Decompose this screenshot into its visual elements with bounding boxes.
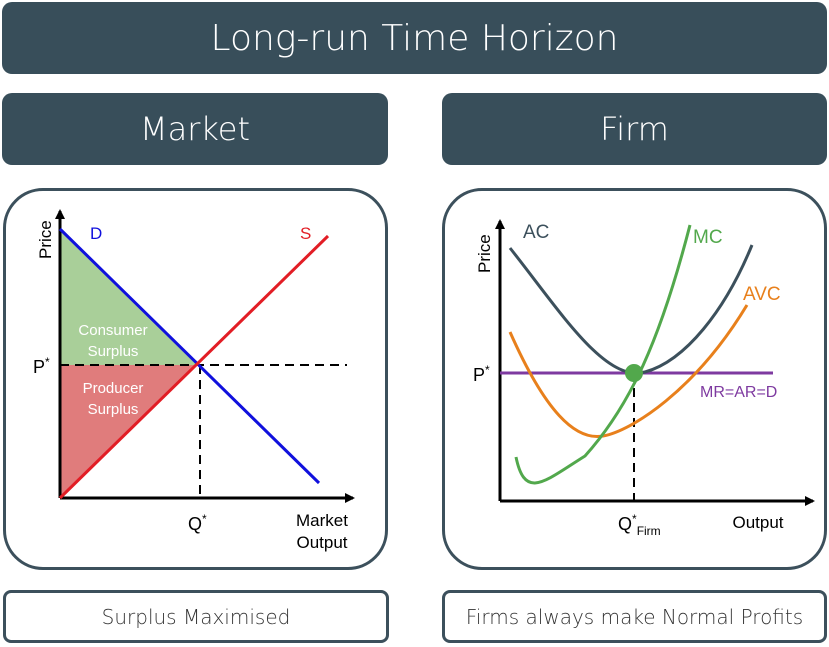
mc-curve (514, 224, 692, 485)
firm-equilibrium-point (625, 364, 643, 382)
firm-diagram: Price AC MC AVC MR=AR=D P* Q*Firm Output (473, 219, 815, 538)
consumer-surplus-label-1: Consumer (78, 322, 147, 339)
market-diagram-panel: Price D S Consumer Surplus Producer Surp… (3, 188, 388, 570)
demand-curve (58, 227, 321, 485)
producer-surplus-label-2: Surplus (88, 401, 139, 418)
consumer-surplus-label-2: Surplus (88, 343, 139, 360)
market-diagram: Price D S Consumer Surplus Producer Surp… (33, 209, 355, 552)
mc-label: MC (693, 227, 723, 248)
supply-label: S (300, 224, 311, 243)
firm-heading: Firm (442, 93, 827, 165)
market-x-axis-label: Market Output (296, 511, 348, 552)
mr-ar-d-label: MR=AR=D (700, 384, 777, 401)
firm-caption: Firms always make Normal Profits (442, 590, 827, 643)
ac-label: AC (523, 222, 549, 243)
avc-label: AVC (743, 284, 781, 305)
market-price-label: P* (33, 355, 50, 377)
market-heading: Market (2, 93, 388, 165)
market-y-axis-label: Price (36, 220, 55, 259)
ac-curve (508, 244, 754, 375)
producer-surplus-label-1: Producer (83, 380, 144, 397)
supply-curve (58, 234, 330, 500)
page-title: Long-run Time Horizon (2, 2, 827, 74)
firm-price-label: P* (473, 363, 490, 385)
firm-y-axis-label: Price (475, 234, 494, 273)
firm-quantity-label: Q*Firm (618, 512, 661, 538)
firm-x-axis-label: Output (732, 513, 783, 532)
firm-diagram-panel: Price AC MC AVC MR=AR=D P* Q*Firm Output (442, 188, 827, 570)
demand-label: D (90, 224, 102, 243)
market-quantity-label: Q* (188, 512, 207, 534)
market-caption: Surplus Maximised (3, 590, 389, 643)
